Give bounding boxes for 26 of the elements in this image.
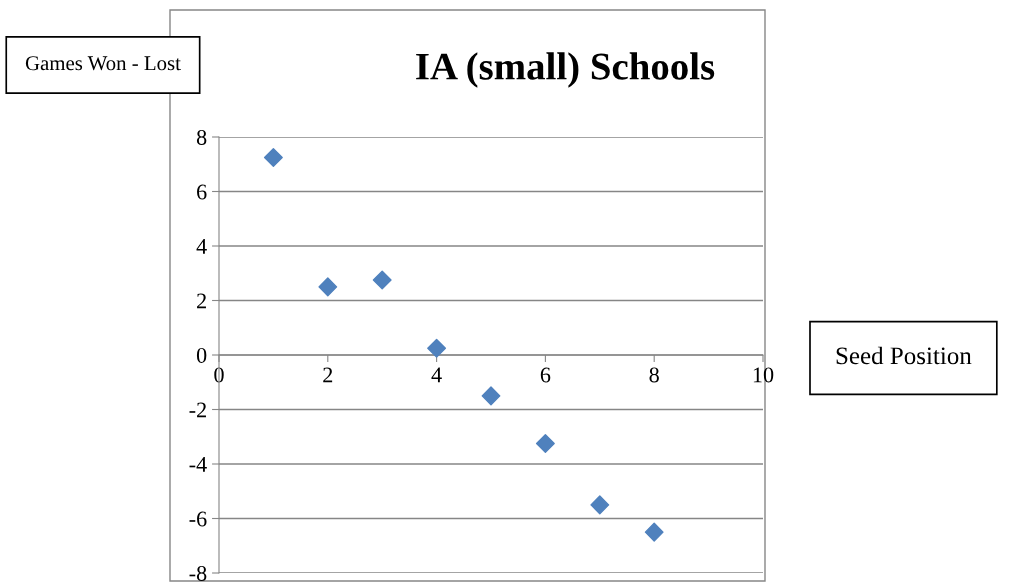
y-axis-title: Games Won - Lost [25, 56, 181, 71]
point [263, 147, 283, 167]
y-tick-label: -2 [189, 402, 206, 418]
x-tick-label: 2 [323, 367, 333, 383]
point [590, 495, 610, 515]
y-tick-label: 4 [196, 239, 207, 254]
y-tick-label: 0 [196, 347, 207, 363]
point [427, 338, 447, 358]
x-tick-label: 6 [540, 367, 551, 383]
x-tick-label: 4 [431, 367, 442, 383]
y-tick-label: 8 [196, 129, 207, 145]
chart-title: IA (small) Schools [416, 52, 715, 88]
y-tick-label: -6 [189, 511, 207, 527]
point [644, 522, 664, 542]
point [318, 277, 338, 297]
point [481, 386, 501, 406]
x-axis-title: Seed Position [836, 346, 972, 365]
x-tick-label: 0 [214, 367, 224, 383]
x-tick-label: 8 [649, 367, 659, 383]
x-tick-label: 10 [753, 367, 774, 383]
y-tick-label: -4 [189, 457, 207, 472]
y-tick-label: 6 [197, 184, 207, 200]
point [535, 434, 555, 454]
y-tick-label: -8 [189, 565, 207, 581]
point [372, 270, 392, 290]
y-tick-label: 2 [197, 293, 206, 309]
